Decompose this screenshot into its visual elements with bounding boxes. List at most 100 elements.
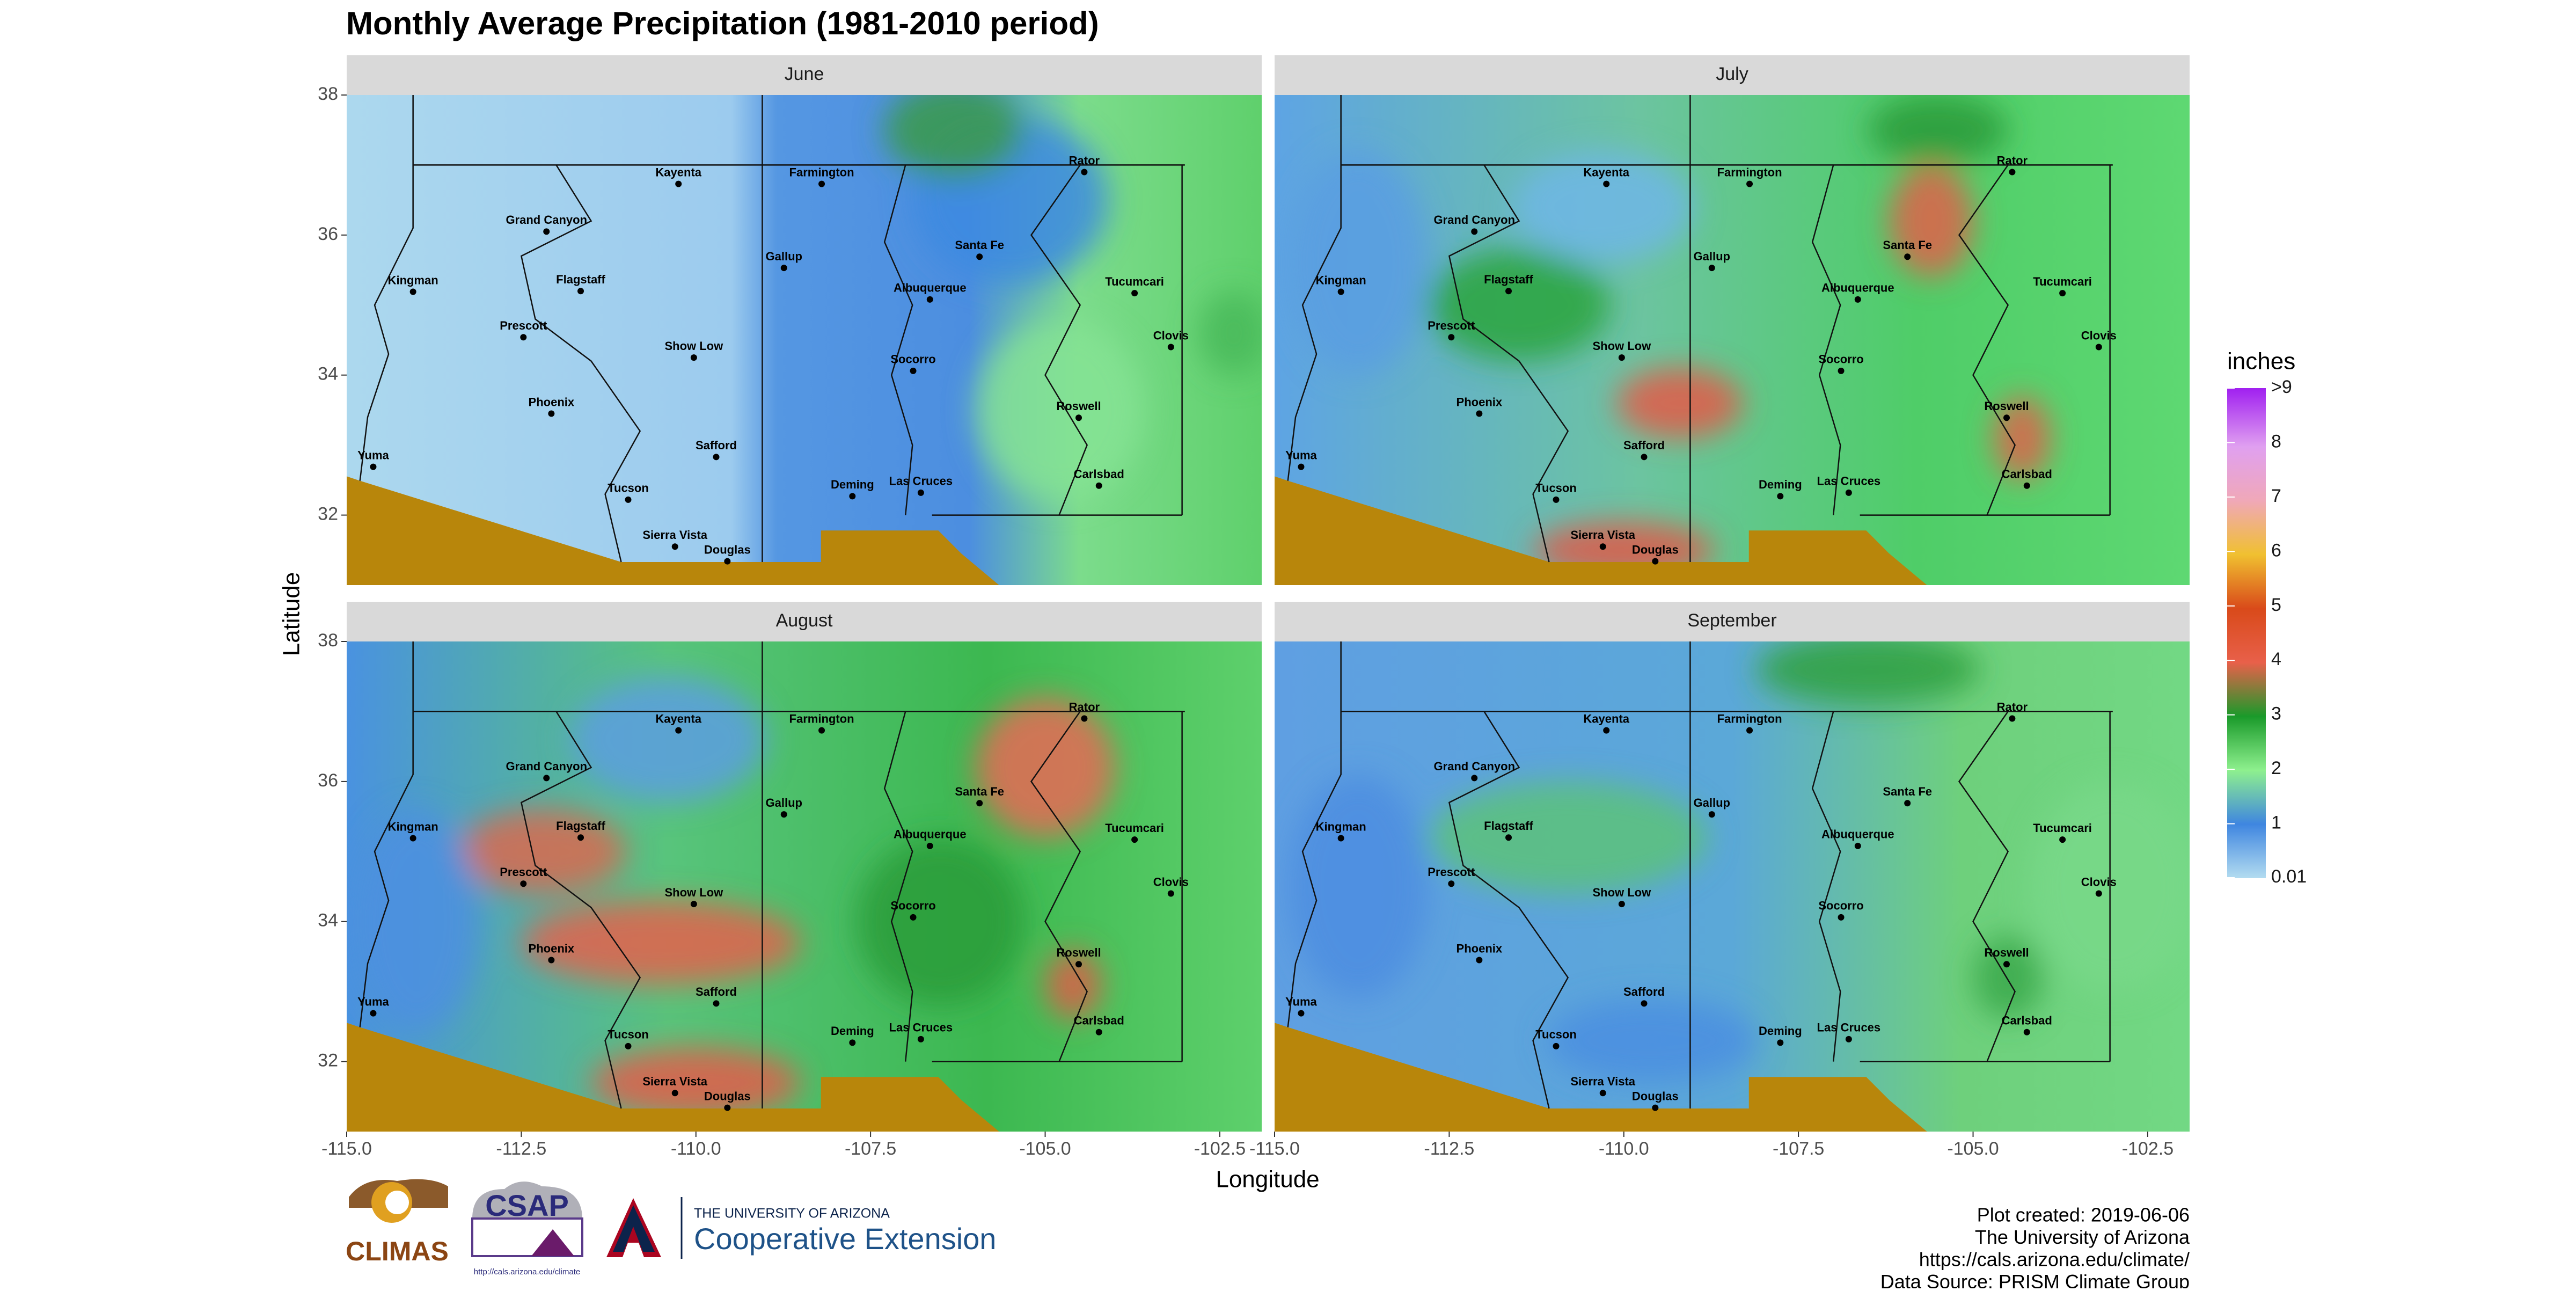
city-label: Carlsbad [1074, 468, 1124, 481]
city-label: Douglas [1632, 543, 1679, 556]
city-label: Yuma [1285, 995, 1317, 1008]
city-label: Sierra Vista [1570, 528, 1635, 542]
raster-blob [857, 837, 1024, 1006]
city-label: Albuquerque [1821, 281, 1894, 295]
raster-detail [1289, 641, 2190, 1083]
city-label: Farmington [789, 165, 854, 179]
city-label: Prescott [1428, 319, 1475, 332]
city-label: Tucumcari [1105, 821, 1164, 835]
city-marker [2023, 482, 2030, 489]
city-label: Roswell [1984, 946, 2029, 959]
city-marker [1641, 1000, 1648, 1007]
raster-blob [570, 676, 766, 803]
panel-strip [347, 602, 1262, 641]
city-label: Tucson [608, 1028, 649, 1041]
x-tick-label: -112.5 [496, 1139, 546, 1159]
city-label: Douglas [1632, 1089, 1679, 1103]
city-marker [1131, 836, 1138, 843]
raster-blob [975, 319, 1143, 501]
climas-logo: CLIMAS [346, 1179, 449, 1266]
y-tick-label: 34 [318, 364, 338, 384]
city-label: Las Cruces [889, 475, 953, 488]
city-marker [1854, 296, 1861, 303]
city-marker [1599, 543, 1606, 550]
city-label: Socorro [1818, 899, 1863, 913]
city-marker [724, 1104, 731, 1111]
y-tick-label: 38 [318, 84, 338, 104]
raster-blob [591, 1047, 801, 1118]
x-tick-label: -115.0 [321, 1139, 372, 1159]
city-label: Safford [696, 439, 737, 452]
boundary [883, 165, 913, 515]
footer-line: Data Source: PRISM Climate Group [1880, 1271, 2190, 1288]
legend-tick-label: 4 [2271, 649, 2281, 669]
raster-blob [1289, 774, 1429, 999]
footer-line: https://cals.arizona.edu/climate/ [1919, 1249, 2190, 1271]
city-label: Farmington [789, 712, 854, 725]
boundary [1448, 164, 1569, 563]
city-label: Kayenta [655, 712, 701, 725]
city-label: Sierra Vista [642, 528, 707, 542]
city-marker [1746, 727, 1753, 734]
raster-blob [354, 809, 480, 1034]
city-marker [1708, 811, 1715, 818]
city-label: Grand Canyon [1433, 213, 1515, 227]
city-marker [910, 914, 917, 921]
extension-text: Cooperative Extension [694, 1222, 996, 1256]
city-marker [1505, 834, 1512, 841]
city-label: Flagstaff [1484, 273, 1533, 286]
raster-blob [1889, 165, 1973, 278]
city-marker [577, 834, 584, 841]
city-label: Kayenta [1583, 712, 1629, 725]
raster-blob [1512, 151, 1694, 264]
legend-tick-label: 6 [2271, 540, 2281, 560]
city-marker [625, 1042, 632, 1049]
city-marker [2009, 169, 2016, 176]
city-label: Roswell [1984, 399, 2029, 413]
city-marker [780, 265, 787, 272]
city-marker [2003, 414, 2010, 421]
raster-blob [1757, 641, 1980, 705]
y-tick-label: 32 [318, 504, 338, 524]
city-label: Las Cruces [1817, 1021, 1881, 1034]
x-tick-label: -102.5 [2122, 1139, 2174, 1159]
city-marker [818, 180, 825, 187]
city-marker [1448, 880, 1455, 887]
city-label: Show Low [1592, 886, 1651, 899]
city-marker [675, 727, 682, 734]
city-label: Santa Fe [955, 785, 1004, 798]
precipitation-raster: Kayenta Farmington Rator Grand Canyon Santa … [347, 95, 1262, 585]
raster-blob [1868, 95, 2008, 165]
legend-tick-label: >9 [2271, 377, 2292, 397]
panel-title: June [785, 64, 824, 84]
city-label: Kayenta [655, 165, 701, 179]
city-marker [1777, 493, 1784, 500]
city-marker [1652, 558, 1659, 565]
legend-tick-label: 2 [2271, 758, 2281, 778]
boundary [1448, 711, 1569, 1109]
city-label: Flagstaff [556, 819, 605, 833]
city-label: Farmington [1717, 165, 1782, 179]
city-marker [713, 1000, 720, 1007]
city-marker [1845, 489, 1852, 496]
boundary [1030, 711, 1088, 1062]
raster-blob [1547, 998, 1757, 1083]
precipitation-raster: Kayenta Farmington Rator Grand Canyon Santa … [1275, 95, 2190, 585]
city-label: Deming [831, 1024, 874, 1038]
city-marker [976, 253, 983, 260]
city-label: Santa Fe [1883, 785, 1932, 798]
legend-title: inches [2227, 348, 2295, 375]
city-label: Safford [1623, 439, 1665, 452]
x-tick-label: -115.0 [1249, 1139, 1300, 1159]
boundary [1958, 711, 2016, 1062]
city-label: Clovis [2081, 329, 2117, 342]
raster-blob [458, 809, 626, 894]
city-label: Phoenix [1457, 395, 1503, 409]
raster-base [1275, 95, 2190, 585]
city-label: Tucson [1535, 482, 1577, 495]
panel-title: July [1716, 64, 1748, 84]
y-tick-label: 38 [318, 630, 338, 651]
legend-tick-label: 3 [2271, 704, 2281, 724]
city-marker [1476, 410, 1483, 417]
city-marker [1471, 228, 1478, 235]
